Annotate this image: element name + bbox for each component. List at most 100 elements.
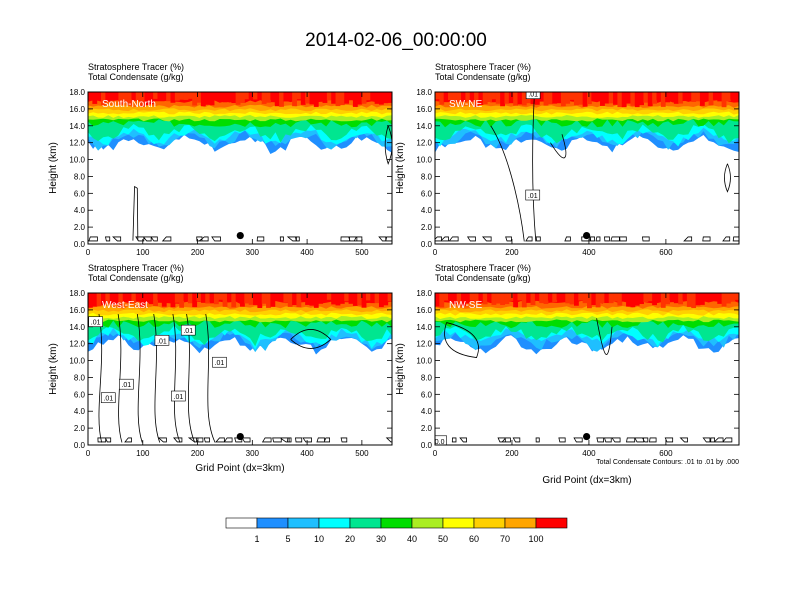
y-tick-label: 16.0 [69,306,85,315]
colorbar-label: 10 [314,534,324,544]
y-tick-label: 10.0 [69,156,85,165]
tracer-top-cell [517,293,523,301]
tracer-top-cell [591,293,597,306]
field-layer: .01 .01 .01 .01 .01 .01 .01 [88,293,392,443]
y-axis-label: Height (km) [395,343,406,395]
x-tick-label: 200 [505,248,519,257]
condensate-contour [153,314,161,443]
tracer-top-cell [209,92,215,106]
y-tick-label: 8.0 [74,172,86,181]
tracer-top-cell [656,92,662,101]
tracer-top-cell [357,92,363,105]
tracer-top-cell [578,92,584,105]
tracer-top-cell [305,92,310,104]
condensate-contour [290,329,332,349]
contour-label-box [180,324,196,336]
tracer-top-cell [712,92,718,100]
tracer-top-cell [699,92,705,106]
contour-label: .01 [215,360,225,367]
colorbar-label: 70 [500,534,510,544]
tracer-top-cell [604,92,610,104]
tracer-top-cell [231,92,237,104]
x-tick-label: 0 [86,449,91,458]
tracer-top-cell [370,293,376,304]
tracer-top-cell [135,92,141,101]
condensate-contour [550,134,567,159]
y-tick-label: 12.0 [69,340,85,349]
y-tick-label: 6.0 [74,189,86,198]
tracer-top-cell [530,293,536,306]
tracer-top-cell [560,293,566,302]
tracer-top-cell [474,92,479,108]
field-layer [88,92,392,242]
tracer-top-cell [192,92,198,106]
tracer-top-cell [140,293,145,307]
tracer-top-cell [274,92,280,107]
tracer-top-cell [261,293,267,304]
panel-label: NW-SE [449,300,482,311]
tracer-top-cell [266,293,271,308]
tracer-top-cell [608,293,614,304]
tracer-top-cell [500,92,505,107]
tracer-top-cell [205,92,211,105]
y-tick-label: 10.0 [416,357,432,366]
contour-label: 0.0 [435,439,445,446]
tracer-top-cell [383,293,389,306]
tracer-top-cell [174,92,180,101]
tracer-top-cell [287,293,293,307]
tracer-top-cell [209,293,215,303]
tracer-top-cell [118,92,124,105]
tracer-top-cell [335,92,341,107]
tracer-top-cell [439,92,445,105]
tracer-top-cell [600,92,605,106]
y-tick-label: 14.0 [416,323,432,332]
tracer-top-cell [639,293,644,305]
tracer-top-cell [582,293,588,304]
tracer-top-cell [174,293,180,303]
x-tick-label: 100 [136,248,150,257]
tracer-top-cell [591,92,597,101]
tracer-top-cell [88,293,93,308]
condensate-contour [98,314,103,443]
tracer-top-cell [253,92,258,100]
tracer-top-cell [552,92,558,104]
tracer-top-cell [565,92,571,104]
tracer-top-cell [717,92,723,102]
tracer-top-cell [443,293,449,301]
tracer-top-cell [508,293,514,301]
tracer-top-cell [179,92,185,100]
tracer-top-cell [465,92,471,102]
panel-header-condensate: Total Condensate (g/kg) [435,72,531,82]
tracer-top-cell [725,92,731,102]
panel-header-condensate: Total Condensate (g/kg) [88,273,184,283]
y-tick-label: 4.0 [421,206,433,215]
tracer-top-cell [352,92,358,107]
tracer-top-cell [248,293,254,305]
y-tick-label: 0.0 [74,441,86,450]
tracer-top-cell [101,293,106,305]
tracer-top-cell [565,293,571,304]
tracer-top-cell [712,293,718,301]
y-axis-label: Height (km) [48,142,59,194]
tracer-top-cell [105,293,111,304]
contour-label: .01 [528,92,538,99]
tracer-top-cell [300,293,306,300]
panel-frame [434,91,740,245]
tracer-top-cell [613,293,618,302]
tracer-top-cell [374,92,380,104]
x-tick-label: 300 [246,449,260,458]
panel-header-condensate: Total Condensate (g/kg) [88,72,184,82]
tracer-top-cell [166,293,172,303]
field-layer: .01 .01 [435,92,739,242]
tracer-top-cell [626,92,631,104]
tracer-top-cell [135,293,141,301]
tracer-top-cell [357,293,363,306]
y-tick-label: 12.0 [416,139,432,148]
tracer-top-cell [634,293,640,306]
tracer-top-cell [322,92,328,103]
contour-label-box [119,378,134,390]
contour-label: .01 [174,394,184,401]
condensate-contour [596,318,613,355]
tracer-top-cell [487,293,492,302]
